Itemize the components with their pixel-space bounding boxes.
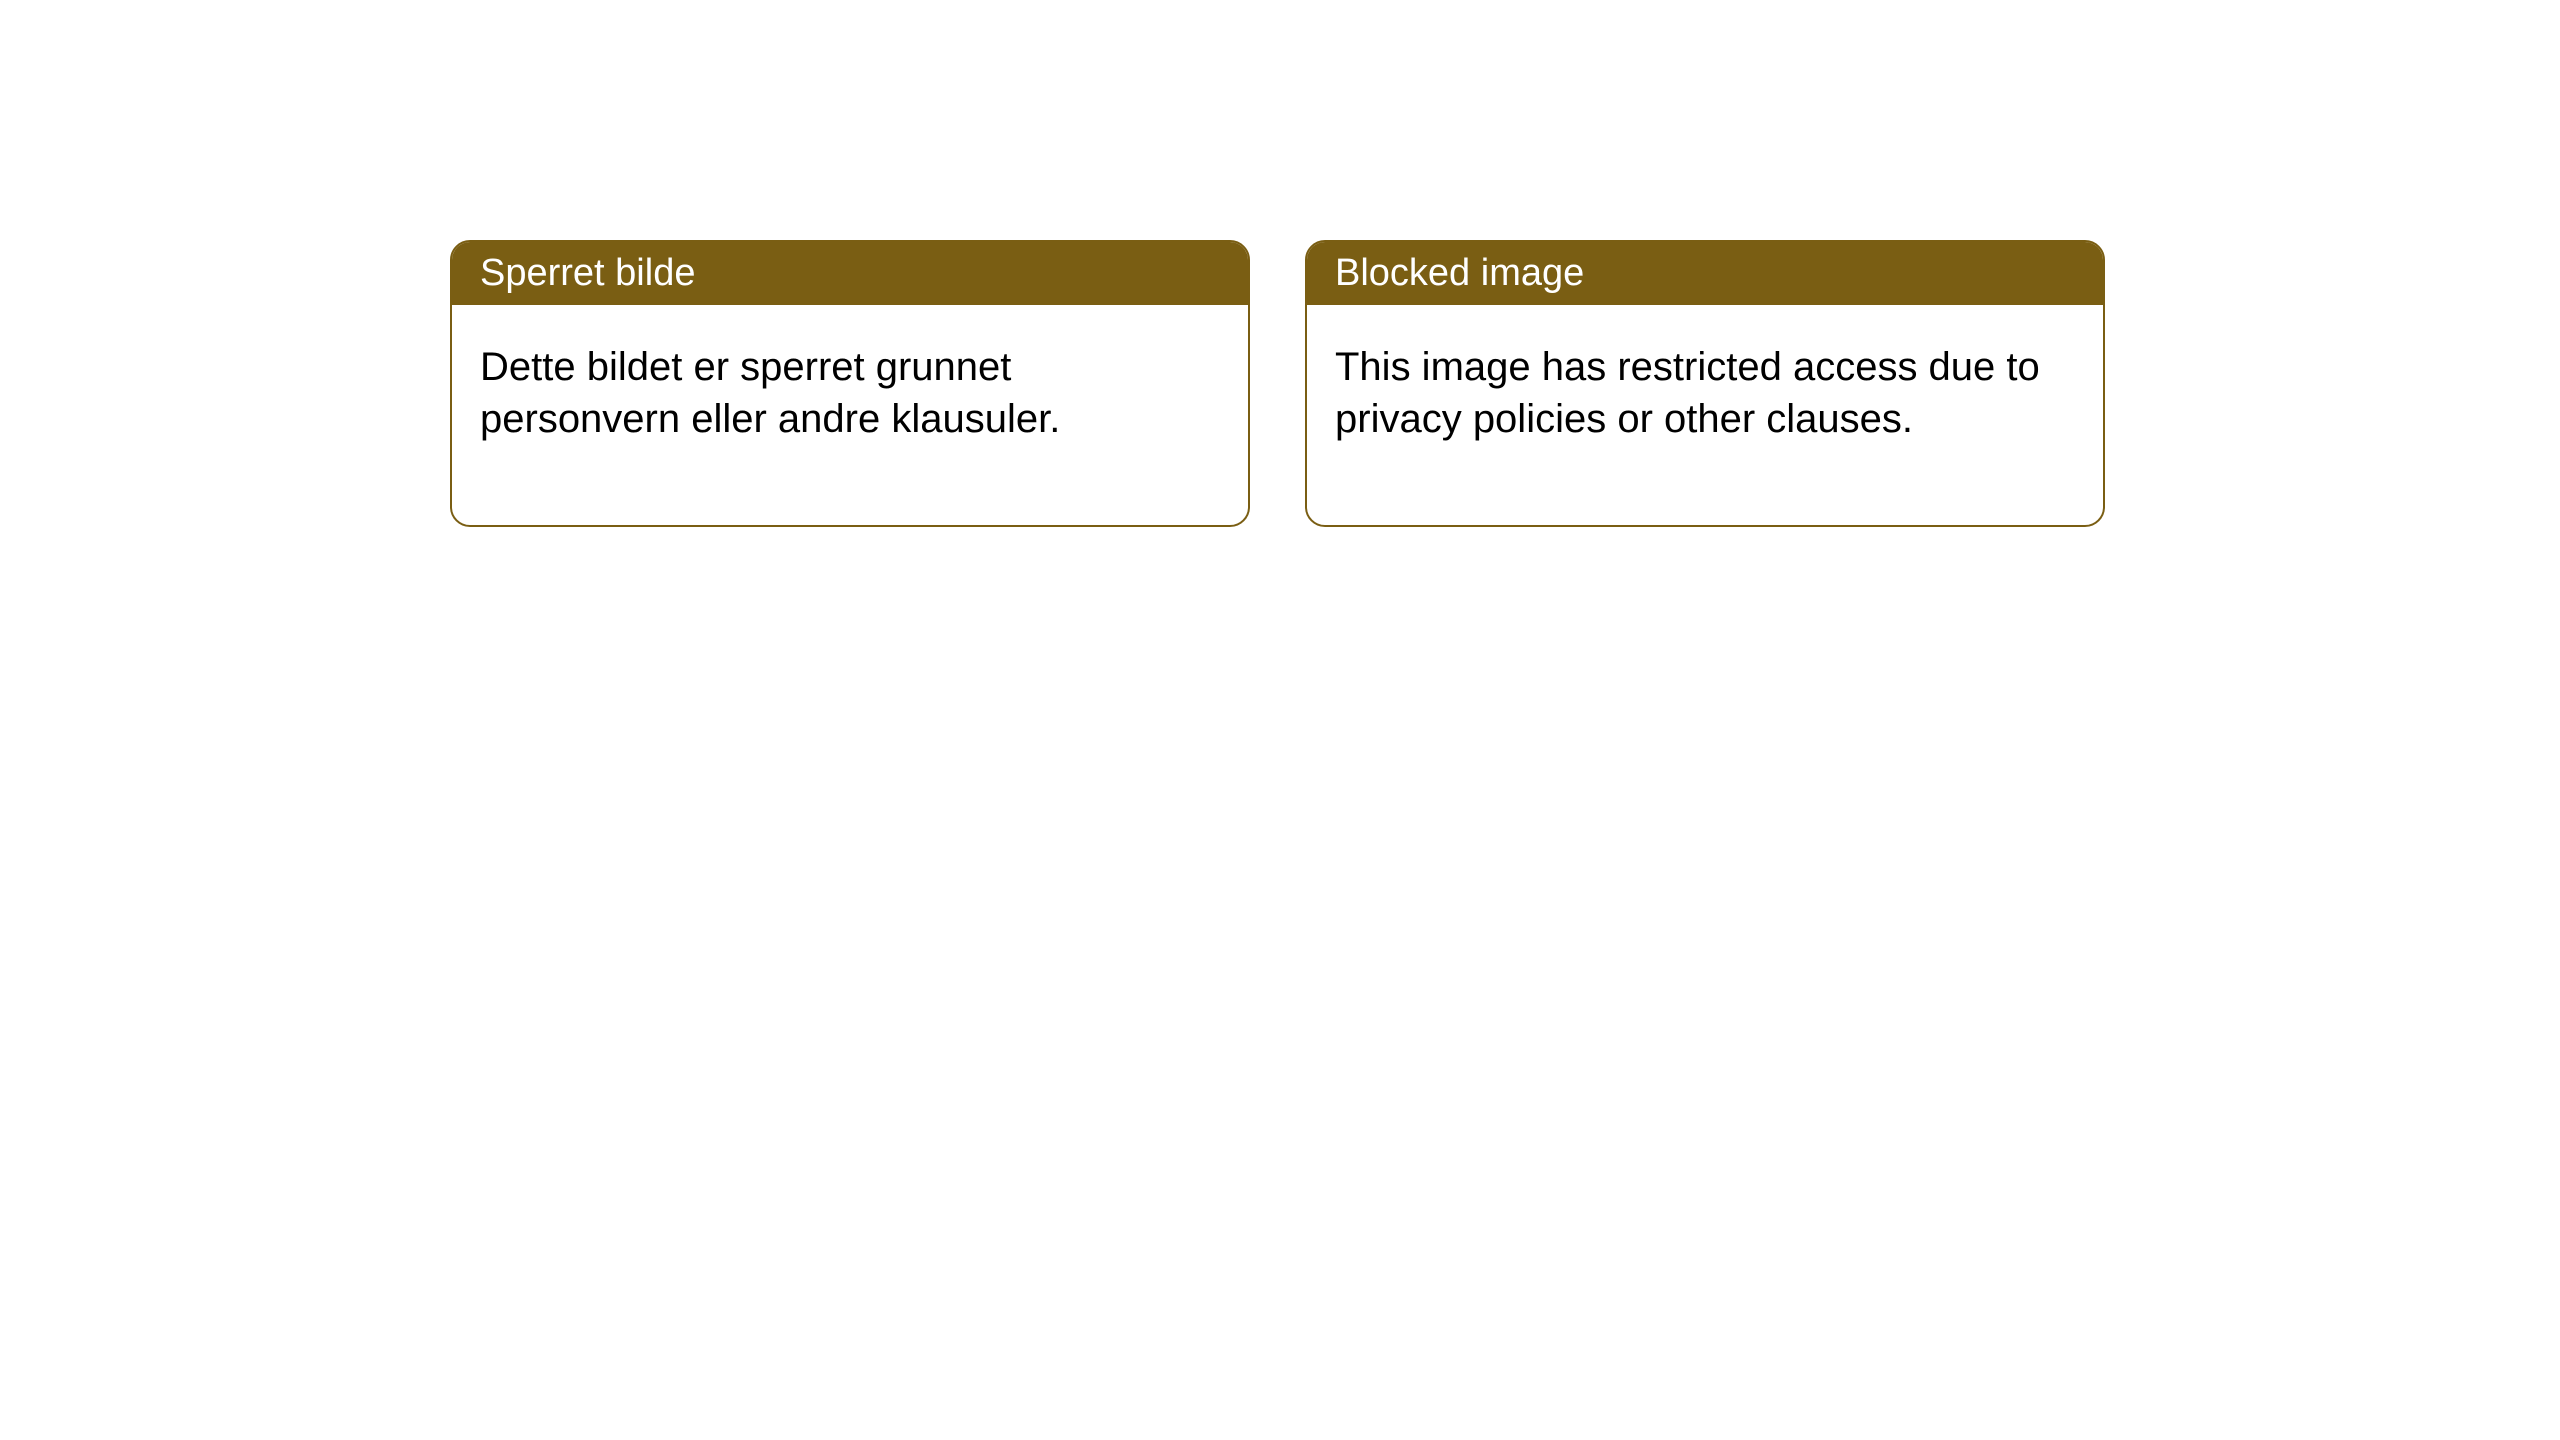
notice-header: Blocked image: [1307, 242, 2103, 305]
notice-container: Sperret bilde Dette bildet er sperret gr…: [0, 0, 2560, 527]
notice-body: Dette bildet er sperret grunnet personve…: [452, 305, 1248, 525]
notice-card-norwegian: Sperret bilde Dette bildet er sperret gr…: [450, 240, 1250, 527]
notice-header: Sperret bilde: [452, 242, 1248, 305]
notice-card-english: Blocked image This image has restricted …: [1305, 240, 2105, 527]
notice-title: Sperret bilde: [480, 252, 695, 294]
notice-message: Dette bildet er sperret grunnet personve…: [480, 345, 1060, 441]
notice-message: This image has restricted access due to …: [1335, 345, 2040, 441]
notice-body: This image has restricted access due to …: [1307, 305, 2103, 525]
notice-title: Blocked image: [1335, 252, 1584, 294]
